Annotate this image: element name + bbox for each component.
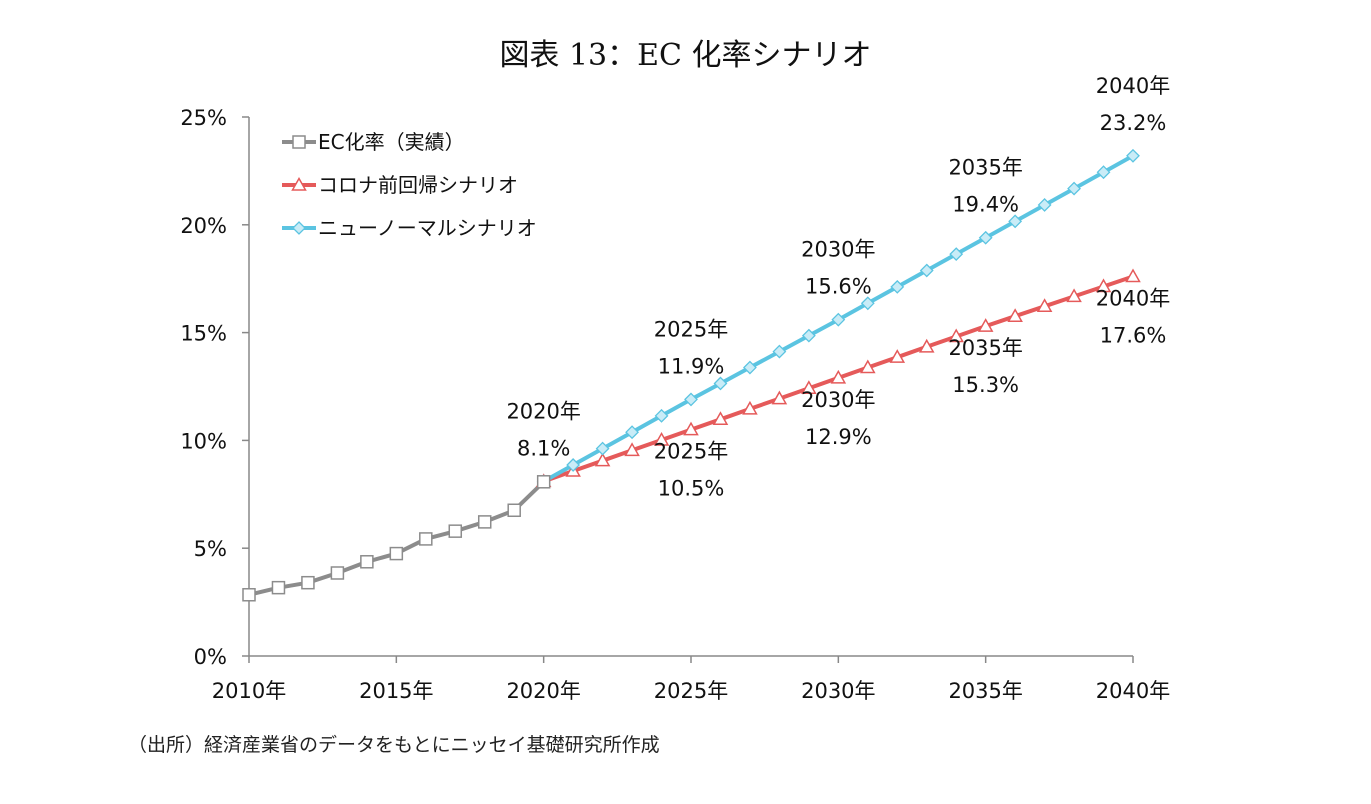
data-point-triangle (1036, 298, 1053, 313)
data-point-diamond (1126, 148, 1140, 163)
data-label-value: 19.4% (952, 193, 1019, 217)
data-label-year: 2035年 (948, 156, 1022, 180)
data-point-diamond (1008, 214, 1023, 229)
data-point-diamond (1037, 198, 1052, 212)
data-label-year: 2020年 (506, 399, 580, 423)
data-point-square (507, 503, 521, 518)
series-line-0 (248, 480, 546, 597)
data-point-diamond (801, 328, 816, 343)
series-markers (242, 148, 1141, 602)
legend-label: コロナ前回帰シナリオ (318, 173, 518, 197)
data-point-triangle (977, 318, 994, 332)
data-point-triangle (683, 421, 699, 436)
data-point-diamond (919, 263, 934, 278)
x-tick-label: 2025年 (654, 679, 728, 703)
data-point-triangle (742, 400, 758, 415)
x-tick-label: 2040年 (1096, 679, 1170, 703)
data-point-triangle (594, 452, 611, 467)
data-point-triangle (1095, 278, 1112, 293)
data-point-triangle (712, 411, 729, 426)
data-point-diamond (625, 425, 639, 440)
data-point-diamond (831, 312, 846, 327)
data-label-year: 2040年 (1096, 74, 1170, 98)
data-point-triangle (801, 380, 817, 394)
data-point-square (536, 475, 551, 489)
data-point-square (271, 580, 286, 595)
ec-rate-line-chart: 0% 5% 10% 15% 20% 25% 2010年 2015年 2020年 2025年 2030… (180, 74, 1170, 703)
data-point-diamond (1067, 181, 1081, 196)
data-label-value: 23.2% (1100, 111, 1167, 135)
data-point-diamond (890, 279, 905, 294)
x-tick-label: 2020年 (506, 679, 580, 703)
chart-title: 図表 13：EC 化率シナリオ (499, 38, 872, 73)
data-label-value: 15.3% (952, 373, 1019, 397)
y-tick-label: 25% (180, 106, 227, 130)
data-label-year: 2035年 (948, 336, 1022, 360)
legend-marker-square (292, 135, 306, 149)
x-tick-label: 2035年 (948, 679, 1022, 703)
data-point-diamond (949, 247, 964, 262)
tick-labels: 0% 5% 10% 15% 20% 25% 2010年 2015年 2020年 2025年 2030… (180, 106, 1170, 703)
data-point-diamond (566, 458, 581, 472)
data-point-square (419, 532, 433, 546)
source-note: （出所）経済産業省のデータをもとにニッセイ基礎研究所作成 (128, 734, 660, 756)
data-label-value: 10.5% (658, 477, 725, 501)
data-point-triangle (1125, 268, 1141, 283)
x-tick-label: 2015年 (359, 679, 433, 703)
x-tick-label: 2010年 (212, 679, 286, 703)
x-tick-label: 2030年 (801, 679, 875, 703)
data-point-diamond (1096, 165, 1111, 180)
data-label-year: 2030年 (801, 238, 875, 262)
data-label-value: 17.6% (1100, 324, 1167, 348)
data-point-square (389, 546, 404, 561)
data-point-diamond (860, 296, 875, 311)
data-point-triangle (771, 390, 788, 405)
data-label-value: 8.1% (517, 436, 570, 460)
data-point-square (330, 566, 345, 580)
data-point-triangle (1066, 288, 1082, 303)
data-label-value: 15.6% (805, 275, 872, 299)
data-point-diamond (713, 376, 728, 391)
data-point-diamond (978, 230, 993, 245)
data-point-diamond (684, 392, 698, 407)
legend-marker-diamond (292, 221, 306, 235)
data-point-triangle (948, 328, 964, 343)
data-point-square (301, 575, 315, 590)
data-point-diamond (654, 408, 669, 423)
data-label-value: 11.9% (658, 354, 725, 378)
y-tick-label: 15% (180, 322, 227, 346)
data-point-diamond (595, 441, 610, 456)
data-point-square (448, 524, 463, 538)
data-point-triangle (830, 369, 847, 384)
y-tick-label: 5% (194, 537, 227, 561)
data-point-diamond (743, 360, 757, 375)
data-label-year: 2025年 (654, 440, 728, 464)
data-point-triangle (860, 359, 876, 374)
data-label-value: 12.9% (805, 425, 872, 449)
data-point-triangle (624, 442, 640, 457)
y-tick-label: 20% (180, 214, 227, 238)
data-point-square (360, 555, 374, 569)
legend-label: ニューノーマルシナリオ (318, 216, 537, 240)
legend-marker-triangle (291, 176, 307, 191)
data-label-year: 2040年 (1096, 287, 1170, 311)
data-labels: 2020年 8.1% 2025年 11.9% 2030年 15.6% 2035年 19.4% 2… (506, 74, 1170, 501)
data-label-year: 2025年 (654, 317, 728, 341)
data-point-triangle (653, 431, 670, 446)
data-label-year: 2030年 (801, 388, 875, 412)
data-point-triangle (889, 349, 906, 363)
data-point-square (477, 515, 492, 529)
y-tick-label: 0% (194, 645, 227, 669)
axes (242, 116, 1134, 663)
legend-label: EC化率（実績） (318, 130, 465, 154)
data-point-square (242, 588, 256, 602)
data-point-triangle (918, 338, 935, 353)
data-point-diamond (772, 344, 787, 359)
y-tick-label: 10% (180, 429, 227, 453)
data-point-triangle (1007, 308, 1023, 322)
